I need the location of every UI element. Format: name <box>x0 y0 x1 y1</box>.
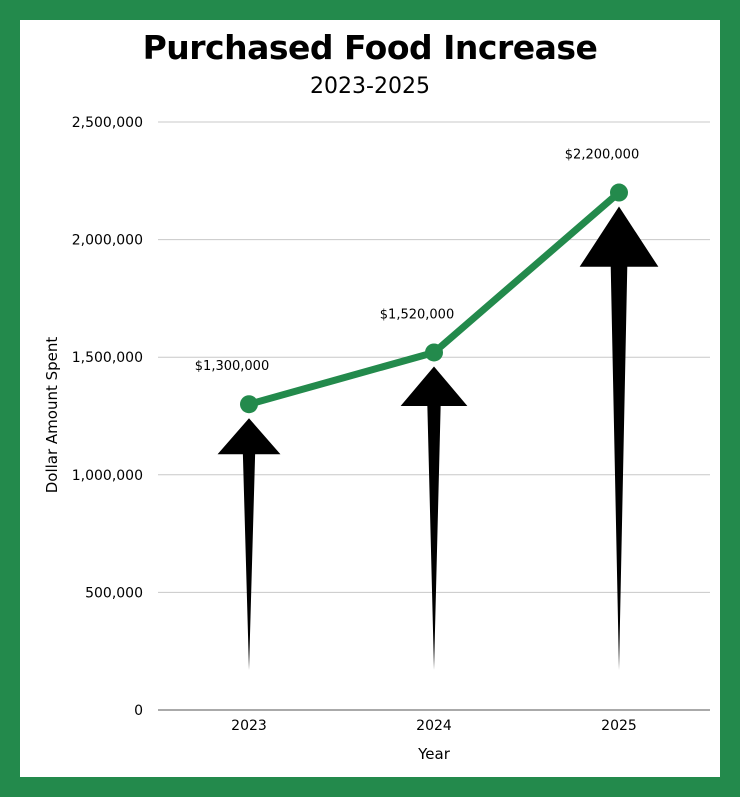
y-tick-label: 2,500,000 <box>72 115 143 131</box>
data-point <box>425 343 443 362</box>
data-labels: $1,300,000 $1,520,000 $2,200,000 <box>195 148 639 375</box>
data-label: $1,520,000 <box>380 307 454 322</box>
data-point <box>610 183 628 202</box>
y-axis-label: Dollar Amount Spent <box>43 337 61 494</box>
y-tick-label: 0 <box>134 703 143 719</box>
data-point <box>240 395 258 414</box>
chart-title: Purchased Food Increase <box>142 28 598 67</box>
up-arrow-icon <box>217 418 281 670</box>
y-tick-labels: 0 500,000 1,000,000 1,500,000 2,000,000 2,500… <box>72 115 143 719</box>
y-tick-label: 1,000,000 <box>72 468 143 484</box>
up-arrow-icon <box>579 206 659 670</box>
chart-subtitle: 2023-2025 <box>310 74 430 99</box>
y-tick-label: 2,000,000 <box>72 233 143 249</box>
y-tick-label: 500,000 <box>85 585 143 601</box>
x-tick-label: 2024 <box>416 718 452 734</box>
x-tick-label: 2023 <box>231 718 267 734</box>
x-tick-labels: 2023 2024 2025 <box>231 718 637 734</box>
up-arrow-icon <box>400 366 468 670</box>
x-tick-label: 2025 <box>601 718 637 734</box>
series-line-group <box>240 183 628 414</box>
data-label: $1,300,000 <box>195 359 269 374</box>
arrows <box>217 206 659 670</box>
data-label: $2,200,000 <box>565 148 639 163</box>
y-tick-label: 1,500,000 <box>72 350 143 366</box>
x-axis-label: Year <box>417 745 451 763</box>
